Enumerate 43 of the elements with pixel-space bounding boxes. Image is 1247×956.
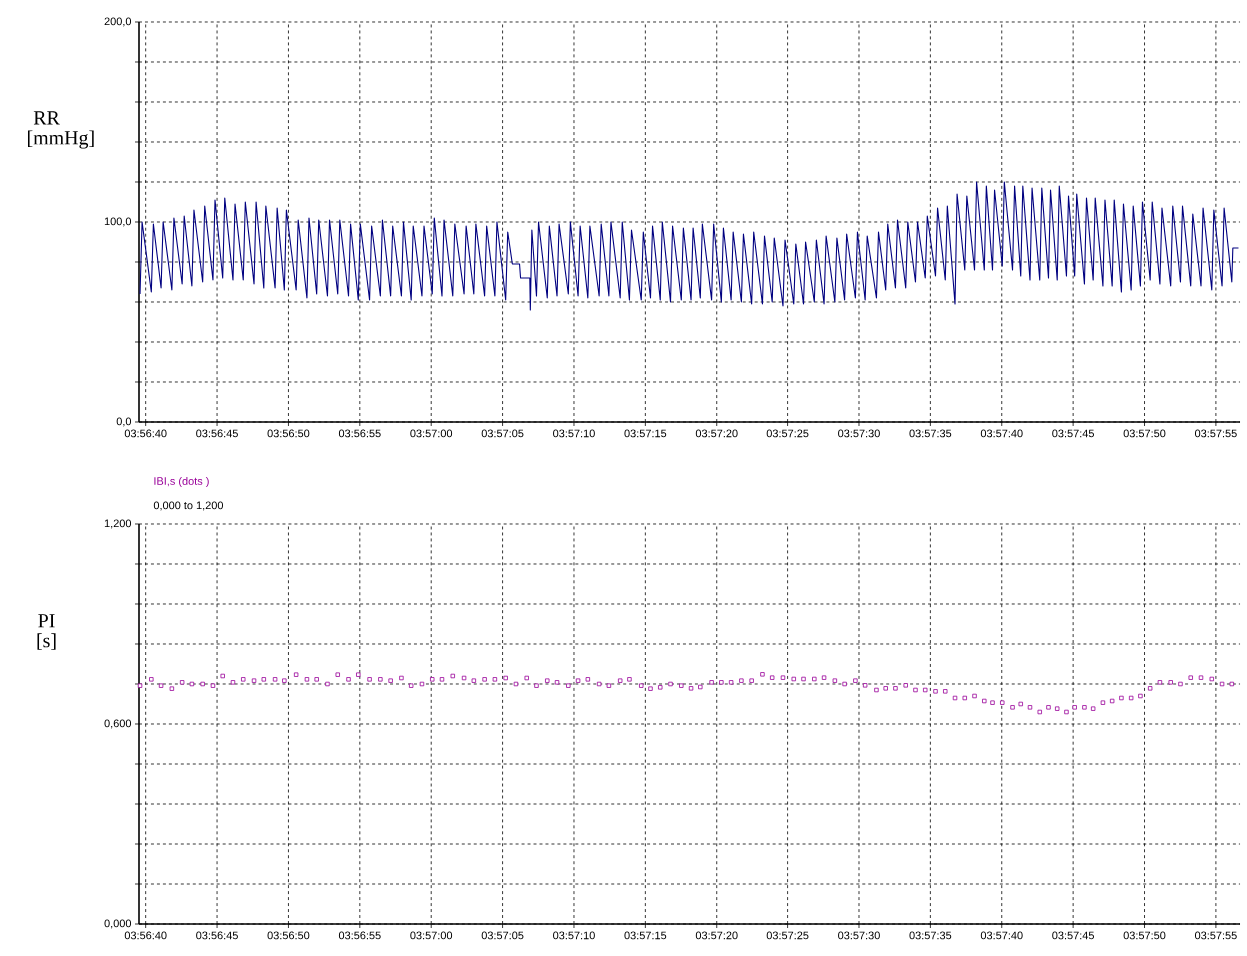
x-tick-label: 03:57:40	[980, 931, 1023, 940]
x-tick-label: 03:57:45	[1052, 429, 1094, 438]
x-tick-label: 03:57:15	[624, 429, 667, 438]
x-tick-label: 03:57:05	[481, 429, 524, 438]
y-tick-label: 0,600	[104, 719, 132, 729]
x-tick-label: 03:57:30	[838, 429, 880, 438]
x-tick-label: 03:57:55	[1194, 931, 1237, 940]
x-tick-label: 03:56:40	[124, 931, 167, 940]
x-tick-label: 03:56:50	[267, 429, 310, 438]
y-axis-title: RR [mmHg]	[28, 111, 94, 149]
x-tick-label: 03:56:40	[124, 429, 167, 438]
x-tick-label: 03:56:45	[196, 931, 238, 940]
x-tick-label: 03:56:50	[267, 931, 310, 940]
x-tick-label: 03:57:10	[553, 931, 595, 940]
x-tick-label: 03:57:40	[980, 429, 1023, 438]
y-tick-label: 200,0	[104, 17, 132, 27]
x-tick-label: 03:57:20	[695, 429, 738, 438]
x-tick-label: 03:57:00	[410, 931, 453, 940]
y-tick-label: 100,0	[104, 217, 132, 227]
y-tick-label: 0,0	[116, 417, 132, 427]
y-tick-label: 1,200	[104, 519, 132, 529]
x-tick-label: 03:56:55	[338, 429, 381, 438]
x-tick-label: 03:57:45	[1052, 931, 1094, 940]
x-tick-label: 03:57:00	[410, 429, 453, 438]
x-tick-label: 03:57:15	[624, 931, 667, 940]
x-tick-label: 03:57:25	[766, 931, 809, 940]
y-axis-title: PI [s]	[37, 614, 56, 650]
x-tick-label: 03:57:50	[1123, 931, 1166, 940]
x-tick-label: 03:57:35	[909, 429, 952, 438]
x-tick-label: 03:57:05	[481, 931, 524, 940]
x-tick-label: 03:57:30	[838, 931, 880, 940]
x-tick-label: 03:57:55	[1194, 429, 1237, 438]
x-tick-label: 03:56:45	[196, 429, 238, 438]
x-tick-label: 03:56:55	[338, 931, 381, 940]
line-series	[139, 181, 1240, 311]
x-tick-label: 03:57:25	[766, 429, 809, 438]
x-tick-label: 03:57:50	[1123, 429, 1166, 438]
x-tick-label: 03:57:35	[909, 931, 952, 940]
x-tick-label: 03:57:20	[695, 931, 738, 940]
y-tick-label: 0,000	[104, 919, 132, 929]
x-tick-label: 03:57:10	[553, 429, 595, 438]
text: IBI,s (dots )	[154, 476, 209, 488]
text: 0,000 to 1,200	[153, 501, 224, 511]
